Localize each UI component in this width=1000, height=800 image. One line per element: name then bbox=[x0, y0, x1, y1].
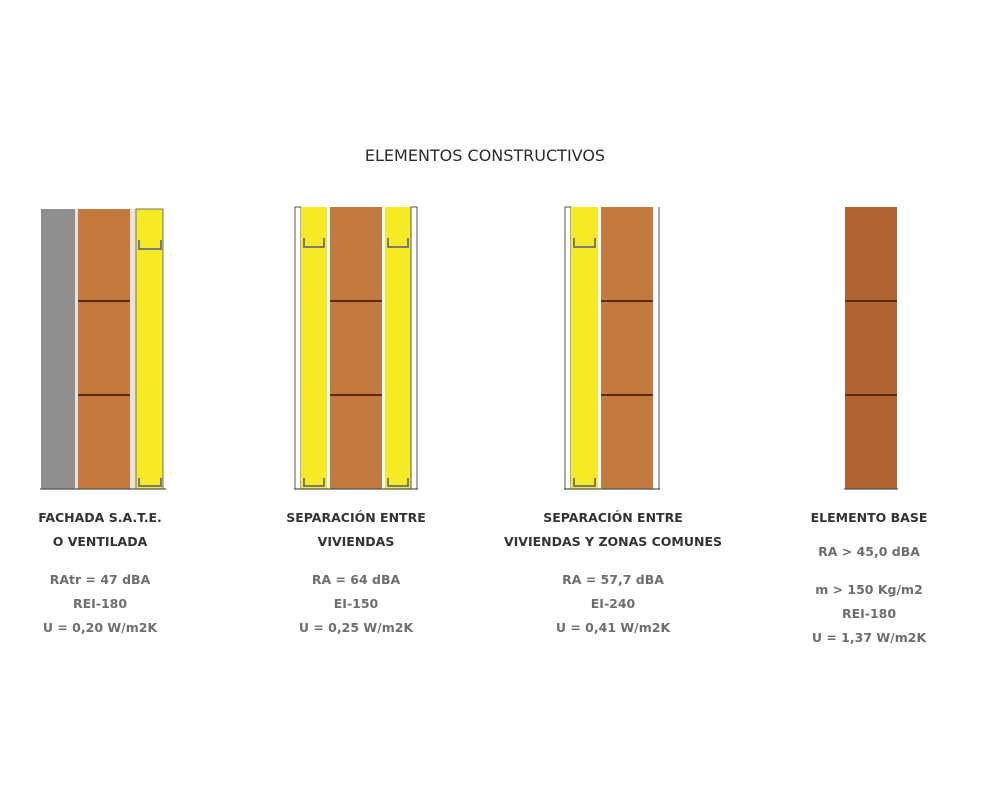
property-acoustic: RAtr = 47 dBA bbox=[49, 572, 151, 587]
element-info-base: ELEMENTO BASE RA > 45,0 dBA m > 150 Kg/m… bbox=[749, 506, 989, 650]
profile-bottom bbox=[138, 478, 162, 487]
profile-bottom bbox=[573, 478, 596, 487]
concrete-layer bbox=[41, 209, 75, 489]
element-title: ELEMENTO BASE bbox=[810, 510, 928, 525]
outer-frame-left bbox=[564, 206, 572, 490]
element-title: SEPARACIÓN ENTRE bbox=[286, 510, 426, 525]
property-mass: m > 150 Kg/m2 bbox=[815, 582, 923, 597]
brick-layer bbox=[78, 209, 130, 489]
property-thermal: U = 0,25 W/m2K bbox=[298, 620, 414, 635]
property-acoustic: RA = 57,7 dBA bbox=[562, 572, 664, 587]
property-thermal: U = 0,41 W/m2K bbox=[555, 620, 671, 635]
element-properties: RAtr = 47 dBA REI-180 U = 0,20 W/m2K bbox=[0, 568, 220, 640]
property-fire: EI-150 bbox=[333, 596, 379, 611]
profile-top bbox=[138, 240, 162, 250]
property-fire: REI-180 bbox=[841, 606, 897, 621]
element-properties: RA = 57,7 dBA EI-240 U = 0,41 W/m2K bbox=[493, 568, 733, 640]
air-gap bbox=[130, 209, 136, 489]
element-info-fachada: FACHADA S.A.T.E. O VENTILADA RAtr = 47 d… bbox=[0, 506, 220, 640]
element-info-separacion: SEPARACIÓN ENTRE VIVIENDAS RA = 64 dBA E… bbox=[236, 506, 476, 640]
element-properties: RA = 64 dBA EI-150 U = 0,25 W/m2K bbox=[236, 568, 476, 640]
element-title: FACHADA S.A.T.E. bbox=[38, 510, 162, 525]
brick-layer bbox=[330, 207, 382, 489]
element-title: O VENTILADA bbox=[52, 534, 148, 549]
property-thermal: U = 1,37 W/m2K bbox=[811, 630, 927, 645]
profile-top-right bbox=[387, 238, 409, 248]
profile-bottom-right bbox=[387, 478, 409, 487]
property-fire: REI-180 bbox=[72, 596, 128, 611]
wall-diagram-zonas-comunes bbox=[562, 200, 702, 495]
insulation-layer bbox=[135, 208, 164, 490]
brick-layer bbox=[845, 207, 897, 489]
wall-diagram-base bbox=[842, 200, 982, 495]
property-acoustic: RA = 64 dBA bbox=[311, 572, 401, 587]
profile-top-left bbox=[303, 238, 325, 248]
property-thermal: U = 0,20 W/m2K bbox=[42, 620, 158, 635]
page-title: ELEMENTOS CONSTRUCTIVOS bbox=[364, 146, 606, 165]
wall-diagram-fachada bbox=[38, 200, 178, 495]
gap-layer bbox=[75, 209, 78, 489]
element-info-zonas-comunes: SEPARACIÓN ENTRE VIVIENDAS Y ZONAS COMUN… bbox=[493, 506, 733, 640]
wall-diagram-separacion bbox=[292, 200, 432, 495]
insulation-layer bbox=[301, 207, 327, 489]
element-properties: m > 150 Kg/m2 REI-180 U = 1,37 W/m2K bbox=[749, 578, 989, 650]
property-acoustic: RA > 45,0 dBA bbox=[818, 544, 920, 559]
element-title: SEPARACIÓN ENTRE bbox=[543, 510, 683, 525]
brick-layer bbox=[601, 207, 653, 489]
property-fire: EI-240 bbox=[590, 596, 636, 611]
element-properties: RA > 45,0 dBA bbox=[749, 540, 989, 564]
outer-frame-right bbox=[410, 206, 418, 490]
insulation-layer bbox=[571, 207, 598, 489]
profile-bottom-left bbox=[303, 478, 325, 487]
profile-top bbox=[573, 238, 596, 248]
element-title: VIVIENDAS bbox=[317, 534, 395, 549]
outer-frame-left bbox=[294, 206, 302, 490]
element-title: VIVIENDAS Y ZONAS COMUNES bbox=[503, 534, 723, 549]
insulation-layer bbox=[385, 207, 411, 489]
